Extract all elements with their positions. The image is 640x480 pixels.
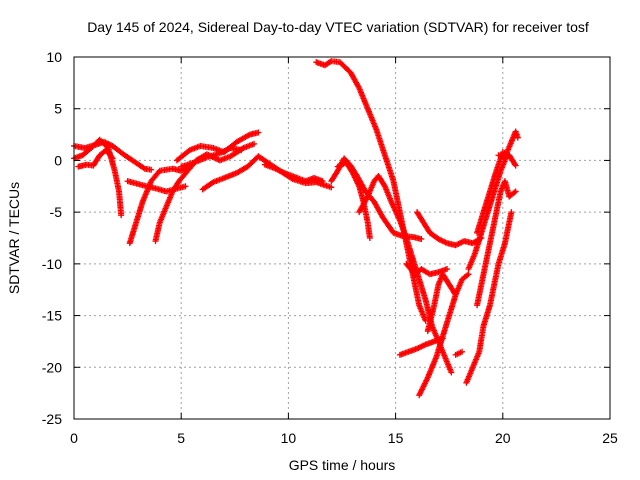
- chart-title: Day 145 of 2024, Sidereal Day-to-day VTE…: [87, 19, 589, 35]
- plot-border: [73, 56, 611, 420]
- x-tick-label: 0: [70, 430, 78, 446]
- data-point: [465, 271, 472, 278]
- data-point: [451, 290, 458, 297]
- data-point: [448, 369, 455, 376]
- x-tick-label: 25: [602, 430, 618, 446]
- tick-labels: 0 5 10 15 20 25 -25 -20 -15 -10 -5 0 5 10: [42, 49, 618, 446]
- series-arc-25: [452, 348, 466, 358]
- series-arc-24: [495, 128, 521, 161]
- x-tick-label: 5: [177, 430, 185, 446]
- data-point: [118, 212, 125, 219]
- y-tick-label: -20: [42, 359, 62, 375]
- data-point: [319, 178, 326, 185]
- y-axis-label: SDTVAR / TECUs: [6, 182, 22, 294]
- data-point: [452, 291, 459, 298]
- data-point: [444, 266, 451, 273]
- data-point: [140, 164, 147, 171]
- data-point: [328, 184, 335, 191]
- series-arc-8: [178, 145, 245, 170]
- y-tick-label: 5: [54, 101, 62, 117]
- x-tick-label: 15: [388, 430, 404, 446]
- series-arc-10: [261, 161, 326, 185]
- y-tick-label: -5: [50, 204, 63, 220]
- data-point: [464, 272, 471, 279]
- series-arc-3: [75, 147, 116, 170]
- series-arc-21: [474, 178, 519, 309]
- y-tick-label: -25: [42, 411, 62, 427]
- y-tick-label: -15: [42, 308, 62, 324]
- series-arc-16: [416, 271, 472, 399]
- series-arc-14: [356, 172, 455, 376]
- grid-lines: [74, 57, 610, 419]
- data-series: [71, 58, 521, 399]
- data-point: [514, 134, 521, 141]
- data-point: [512, 188, 519, 195]
- data-point: [148, 166, 155, 173]
- series-arc-12: [313, 58, 429, 324]
- series-arc-17: [424, 271, 459, 335]
- data-point: [511, 161, 518, 168]
- data-point: [182, 183, 189, 190]
- axis-ticks: [73, 56, 611, 420]
- data-point: [255, 129, 262, 136]
- data-point: [511, 189, 518, 196]
- data-point: [238, 147, 245, 154]
- data-point: [512, 162, 519, 169]
- y-tick-label: 0: [54, 152, 62, 168]
- y-tick-label: -10: [42, 256, 62, 272]
- series-arc-20: [463, 209, 515, 386]
- data-point: [366, 235, 373, 241]
- data-point: [108, 154, 115, 161]
- series-arc-19: [403, 260, 451, 278]
- series-arc-5: [126, 162, 195, 247]
- data-point: [418, 236, 425, 243]
- data-point: [508, 209, 515, 216]
- data-point: [109, 155, 116, 162]
- data-point: [251, 140, 258, 147]
- x-axis-label: GPS time / hours: [289, 457, 396, 473]
- x-tick-label: 10: [281, 430, 297, 446]
- data-point: [459, 348, 466, 355]
- y-tick-label: 10: [46, 49, 62, 65]
- series-arc-9: [199, 153, 335, 193]
- x-tick-label: 20: [495, 430, 511, 446]
